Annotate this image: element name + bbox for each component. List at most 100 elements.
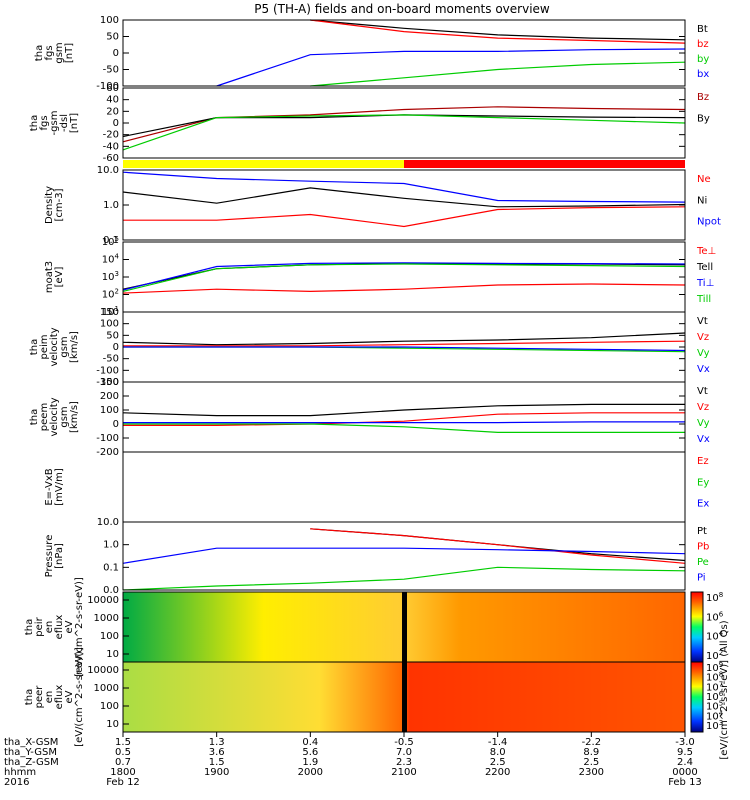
colorbar-tick: 104 <box>706 709 724 722</box>
colorbar-tick: 105 <box>706 700 723 713</box>
ytick-label: 150 <box>100 307 119 318</box>
series-line-ni <box>122 187 686 208</box>
ytick-label: 10000 <box>87 665 119 676</box>
series-line-tell <box>122 262 686 290</box>
series-line-bz <box>122 106 686 143</box>
series-line-by <box>310 61 686 87</box>
data-gap-mark <box>402 662 407 732</box>
panel-4: Density[cm-3] 10.0 1.0 0.1 Ne Ni Npot <box>44 165 721 246</box>
colorbar-tick: 104 <box>706 630 724 643</box>
colorbar-tick: 107 <box>706 680 723 693</box>
ytick-label: -150 <box>96 377 119 388</box>
ytick-label: 200 <box>100 391 119 402</box>
ephemeris-row-label: tha_X-GSM <box>4 737 58 748</box>
panel-ylabel: moat3[eV] <box>44 261 65 293</box>
ephemeris-value: 8.9 <box>583 747 599 758</box>
ytick-label: 102 <box>102 288 119 301</box>
ytick-label: 1000 <box>94 683 119 694</box>
panel-ylabel: thapeemvelocitygsm[km/s] <box>29 397 80 436</box>
ephemeris-row-label: tha_Y-GSM <box>4 747 57 758</box>
ephemeris-value: 2.3 <box>396 757 412 768</box>
series-line-vz <box>123 412 685 426</box>
legend-entry: Bz <box>697 92 709 103</box>
series-line-ne <box>123 206 686 228</box>
legend-entry: Tell <box>696 262 713 273</box>
ytick-label: 40 <box>106 95 119 106</box>
ytick-label: 105 <box>102 235 119 248</box>
panel-3 <box>123 160 685 168</box>
ytick-label: 101 <box>102 305 119 318</box>
colorbar-tick: 109 <box>706 661 723 674</box>
panel-8: E=-VxB[mV/m] Ez Ey Ex <box>44 451 709 523</box>
ytick-label: -100 <box>96 365 119 376</box>
legend-entry: Pb <box>697 542 709 553</box>
ephemeris-value: 2200 <box>485 767 510 778</box>
panel-ylabel: thafgsgsm[nT] <box>34 42 75 63</box>
panel-ylabel: Density[cm-3] <box>44 186 65 224</box>
legend-entry: Ne <box>697 174 711 185</box>
ytick-label: 10000 <box>87 595 119 606</box>
panels-group: thafgsgsm[nT]100500-50-100Btbzbybxthafgs… <box>24 15 721 747</box>
series-line-vt <box>122 332 686 346</box>
legend-entry: Pt <box>697 526 707 537</box>
series-line-pe <box>122 566 686 591</box>
series-line-pb <box>310 528 686 564</box>
series-line-pi <box>122 547 686 564</box>
legend-entry: Vy <box>697 418 710 429</box>
ephemeris-value: 1.9 <box>302 757 318 768</box>
ephemeris-value: -0.5 <box>394 737 414 748</box>
ephemeris-value: 1.3 <box>209 737 225 748</box>
legend-entry: Vt <box>697 386 708 397</box>
ephemeris-value: 2100 <box>391 767 416 778</box>
ephemeris-value: 1.5 <box>115 737 131 748</box>
legend-entry: Ni <box>697 195 707 206</box>
ytick-label: 100 <box>100 15 119 26</box>
ytick-label: 104 <box>102 253 120 266</box>
figure-title: P5 (TH-A) fields and on-board moments ov… <box>254 2 550 16</box>
ytick-label: -40 <box>103 141 119 152</box>
ephemeris-value: 1800 <box>110 767 135 778</box>
ephemeris-row-label: hhmm <box>4 767 36 778</box>
ytick-label: -20 <box>103 130 119 141</box>
ephemeris-value: 0000 <box>672 767 697 778</box>
legend-entry: Till <box>696 294 711 305</box>
legend-entry: By <box>697 113 710 124</box>
ephemeris-value: 8.0 <box>490 747 506 758</box>
ephemeris-value: 0.4 <box>302 737 318 748</box>
ytick-label: 100 <box>100 701 119 712</box>
ytick-label: 0.0 <box>103 585 119 596</box>
colorbar-tick: 108 <box>706 671 723 684</box>
ytick-label: 100 <box>100 631 119 642</box>
ytick-label: 1000 <box>94 613 119 624</box>
legend-entry: Vx <box>697 364 710 375</box>
ytick-label: -100 <box>96 433 119 444</box>
ephemeris-value: -2.2 <box>582 737 602 748</box>
series-line-bt <box>310 19 686 41</box>
legend-entry: Vx <box>697 434 710 445</box>
ephemeris-value: 1.5 <box>209 757 225 768</box>
legend-entry: Vy <box>697 348 710 359</box>
panel-6: thapeimvelocitygsm[km/s] 150100500-50-100… <box>29 307 710 388</box>
ytick-label: 103 <box>102 270 119 283</box>
series-line-bx <box>216 48 686 87</box>
legend-entry: Ex <box>697 499 709 510</box>
ephemeris-value: 7.0 <box>396 747 412 758</box>
ephemeris-value: -3.0 <box>675 737 695 748</box>
ytick-label: 1.0 <box>103 200 119 211</box>
colorbar-tick: 103 <box>706 719 723 732</box>
ephemeris-value: 2.5 <box>490 757 506 768</box>
legend-entry: bx <box>697 69 709 80</box>
series-line-vt <box>122 403 685 417</box>
ytick-label: 300 <box>100 377 119 388</box>
ephemeris-value: 0.7 <box>115 757 131 768</box>
colorbar-tick: 106 <box>706 690 724 703</box>
ytick-label: 20 <box>106 106 119 117</box>
date-end: Feb 13 <box>668 777 702 788</box>
series-line-by <box>122 114 686 138</box>
ytick-label: 50 <box>106 32 119 43</box>
panel-ylabel: thafgs-gsm-dsl[nT] <box>29 111 80 136</box>
series-line-vx <box>123 421 685 424</box>
ephemeris-row-label: tha_Z-GSM <box>4 757 59 768</box>
series-line-te⊥ <box>122 283 686 294</box>
ytick-label: 0 <box>113 118 119 129</box>
